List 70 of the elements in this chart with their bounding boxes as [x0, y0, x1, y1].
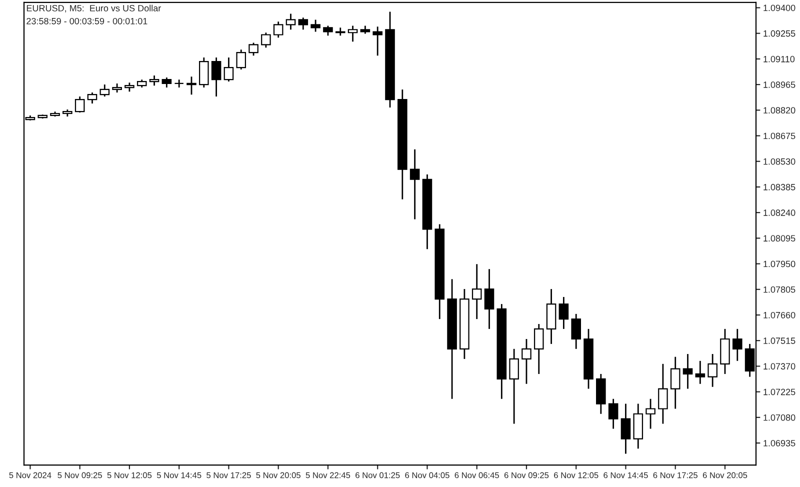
candlestick	[732, 328, 742, 362]
x-tick-label: 6 Nov 12:05	[554, 472, 598, 478]
y-tick-label: 1.07370	[764, 363, 796, 370]
x-tick-label: 5 Nov 22:45	[306, 472, 350, 478]
candlestick	[509, 348, 519, 424]
candlestick	[348, 25, 358, 42]
y-tick-label: 1.07805	[764, 286, 796, 293]
x-tick-label: 5 Nov 17:25	[206, 472, 251, 478]
x-tick-label: 6 Nov 14:45	[604, 472, 648, 478]
y-tick-label: 1.08385	[764, 184, 796, 190]
candlestick	[695, 360, 706, 385]
candlestick	[608, 398, 618, 430]
y-tick-label: 1.08530	[764, 158, 796, 165]
candlestick	[558, 296, 569, 330]
candlestick	[620, 403, 631, 454]
y-tick-label: 1.08965	[764, 82, 796, 88]
candlestick	[447, 278, 457, 400]
x-tick-label: 6 Nov 17:25	[653, 472, 698, 478]
y-tick-label: 1.09255	[764, 30, 796, 37]
candlestick	[410, 148, 420, 220]
candlestick	[670, 356, 680, 410]
candlestick	[633, 403, 644, 450]
candlestick	[398, 88, 408, 200]
candlestick	[584, 328, 594, 390]
x-tick-label: 5 Nov 14:45	[156, 472, 202, 478]
candlestick	[211, 56, 222, 98]
candlestick	[522, 338, 532, 385]
y-tick-label: 1.06935	[764, 440, 796, 446]
text: 23:58:59 - 00:03:59 - 00:01:01	[26, 18, 148, 24]
candlestick	[310, 19, 320, 32]
candlestick	[149, 74, 160, 86]
x-tick-label: 6 Nov 09:25	[504, 472, 549, 478]
x-tick-label: 5 Nov 2024	[9, 472, 52, 478]
y-tick-label: 1.08095	[764, 235, 796, 242]
chart-title: EURUSD, M5: Euro vs US Dollar	[26, 4, 161, 12]
x-tick-label: 5 Nov 12:05	[107, 472, 152, 478]
candlestick	[658, 363, 668, 424]
candlestick	[460, 288, 470, 360]
y-tick-label: 1.07660	[764, 312, 796, 318]
candlestick	[571, 313, 581, 350]
x-tick-label: 6 Nov 04:05	[405, 472, 450, 478]
y-tick-label: 1.08820	[764, 107, 796, 114]
y-tick-label: 1.09400	[764, 4, 796, 12]
y-tick-label: 1.07515	[764, 338, 796, 344]
y-tick-label: 1.07225	[764, 388, 796, 396]
candlestick	[534, 323, 544, 375]
y-tick-label: 1.09110	[764, 56, 795, 62]
candlestick	[596, 373, 606, 415]
candlestick	[174, 78, 184, 88]
x-tick-label: 6 Nov 01:25	[356, 472, 400, 478]
candlestick	[708, 353, 718, 388]
candlestick	[646, 398, 656, 430]
y-tick-label: 1.07950	[764, 260, 796, 268]
x-tick-label: 5 Nov 20:05	[256, 472, 300, 478]
candlestick	[422, 174, 432, 250]
candlestick	[720, 328, 730, 375]
candlestick	[484, 268, 494, 330]
y-tick-label: 1.07080	[764, 414, 796, 421]
y-tick-label: 1.08675	[764, 132, 796, 140]
y-tick-label: 1.08240	[764, 210, 796, 216]
candlestick	[682, 353, 693, 390]
x-tick-label: 5 Nov 09:25	[58, 472, 102, 478]
x-tick-label: 6 Nov 20:05	[702, 472, 748, 478]
x-tick-label: 6 Nov 06:45	[454, 472, 499, 478]
candlestick	[472, 263, 482, 320]
candlestick	[286, 13, 296, 30]
candlestick	[546, 288, 556, 345]
candlestick	[496, 303, 507, 400]
candlestick	[372, 26, 382, 56]
candlestick	[434, 224, 445, 320]
